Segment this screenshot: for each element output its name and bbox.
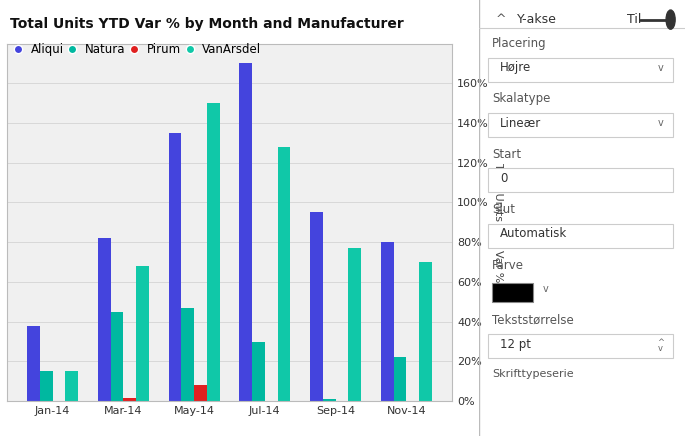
Bar: [98, 238, 110, 401]
Text: 0: 0: [500, 172, 508, 185]
Text: Skrifttypeserie: Skrifttypeserie: [492, 369, 573, 379]
Bar: [182, 308, 194, 401]
Bar: [27, 326, 40, 401]
Bar: [349, 248, 361, 401]
Text: Lineær: Lineær: [500, 117, 541, 129]
Bar: [65, 371, 78, 401]
Bar: [239, 64, 252, 401]
Text: ^: ^: [496, 13, 506, 26]
Bar: [110, 312, 123, 401]
FancyBboxPatch shape: [488, 334, 673, 358]
Bar: [123, 398, 136, 401]
Text: ^: ^: [657, 337, 664, 347]
Text: Automatisk: Automatisk: [500, 228, 567, 240]
Text: Placering: Placering: [492, 37, 547, 50]
Bar: [194, 385, 207, 401]
Text: Tekststørrelse: Tekststørrelse: [492, 314, 573, 327]
Bar: [169, 133, 182, 401]
Text: Til: Til: [627, 13, 642, 26]
Bar: [40, 371, 53, 401]
Bar: [207, 103, 220, 401]
Text: v: v: [658, 118, 663, 128]
Circle shape: [666, 10, 675, 29]
Text: Start: Start: [492, 148, 521, 161]
Text: v: v: [658, 344, 663, 353]
Text: 12 pt: 12 pt: [500, 338, 531, 351]
FancyBboxPatch shape: [488, 58, 673, 82]
Text: Skalatype: Skalatype: [492, 92, 550, 106]
Text: Farve: Farve: [492, 259, 524, 272]
Text: Y-akse: Y-akse: [516, 13, 556, 26]
Text: Højre: Højre: [500, 61, 532, 74]
Bar: [252, 341, 265, 401]
Text: Slut: Slut: [492, 203, 515, 216]
Bar: [310, 212, 323, 401]
Bar: [394, 358, 406, 401]
Bar: [419, 262, 432, 401]
FancyBboxPatch shape: [488, 113, 673, 137]
Y-axis label: Total Units YTD Var %: Total Units YTD Var %: [493, 163, 503, 282]
Bar: [277, 147, 290, 401]
Bar: [136, 266, 149, 401]
Bar: [381, 242, 394, 401]
FancyBboxPatch shape: [492, 283, 533, 302]
Text: v: v: [543, 284, 548, 294]
Text: Total Units YTD Var % by Month and Manufacturer: Total Units YTD Var % by Month and Manuf…: [10, 17, 404, 31]
FancyBboxPatch shape: [488, 224, 673, 248]
Text: v: v: [658, 63, 663, 73]
FancyBboxPatch shape: [488, 168, 673, 192]
Legend: Aliqui, Natura, Pirum, VanArsdel: Aliqui, Natura, Pirum, VanArsdel: [13, 41, 264, 58]
Bar: [323, 399, 336, 401]
